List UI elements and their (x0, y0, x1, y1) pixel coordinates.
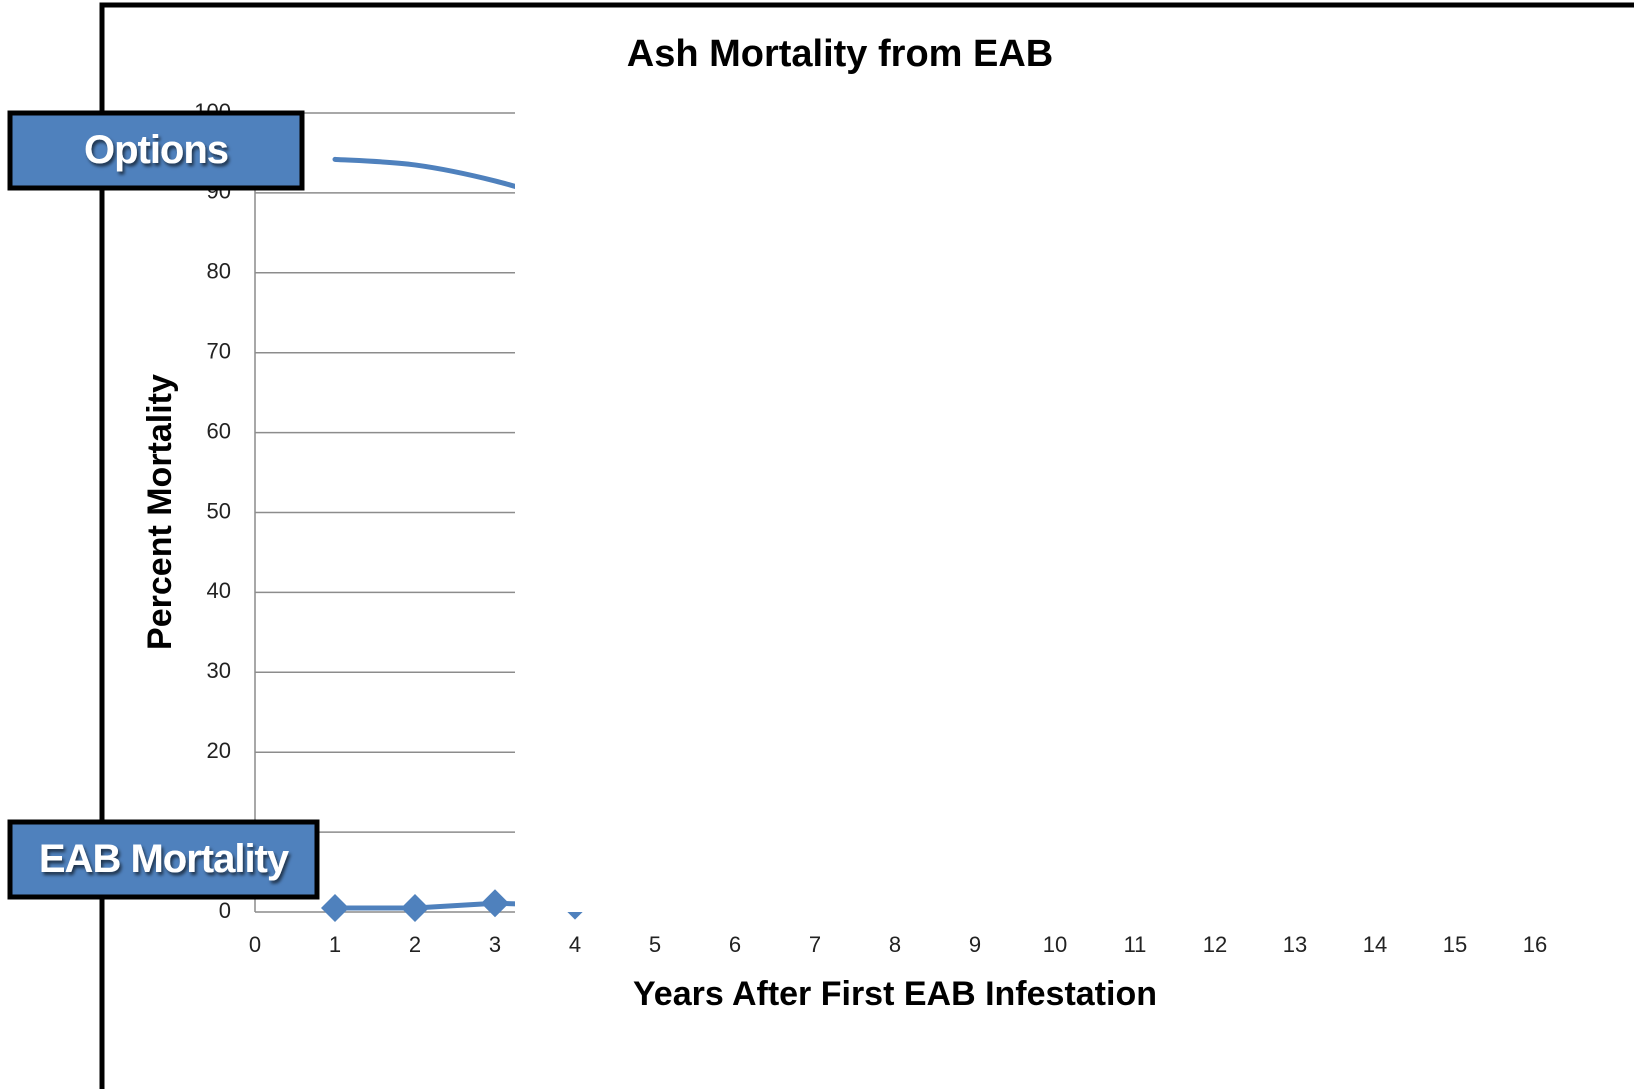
data-point (321, 894, 349, 923)
callout-box[interactable] (7, 110, 305, 191)
y-tick-label: 30 (207, 658, 231, 683)
y-tick-label: 80 (207, 259, 231, 284)
x-tick-label: 10 (1043, 932, 1067, 957)
callout-label[interactable]: Options (84, 128, 229, 172)
x-tick-label: 9 (969, 932, 981, 957)
x-tick-label: 8 (889, 932, 901, 957)
x-tick-label: 11 (1124, 932, 1147, 957)
x-axis-label: Years After First EAB Infestation (633, 975, 1157, 1013)
y-tick-label: 40 (207, 578, 231, 603)
x-tick-label: 4 (569, 932, 581, 957)
x-tick-label: 7 (809, 932, 821, 957)
y-tick-label: 60 (207, 418, 231, 443)
x-tick-label: 2 (409, 932, 421, 957)
x-tick-label: 16 (1523, 932, 1547, 957)
x-tick-label: 0 (249, 932, 261, 957)
y-tick-label: 20 (207, 738, 231, 763)
x-tick-label: 14 (1363, 932, 1387, 957)
x-tick-label: 13 (1283, 932, 1307, 957)
chart-title: Ash Mortality from EAB (627, 33, 1053, 75)
data-point (401, 894, 429, 923)
series-callout[interactable]: EAB Mortality (7, 819, 320, 900)
x-tick-label: 1 (329, 932, 341, 957)
callout-label[interactable]: EAB Mortality (39, 837, 291, 881)
frame (99, 2, 1634, 1089)
y-tick-label: 0 (219, 898, 231, 923)
series-callout[interactable]: Options (7, 110, 305, 191)
y-tick-label: 70 (207, 339, 231, 364)
y-axis-label: Percent Mortality (141, 374, 179, 650)
x-tick-label: 3 (489, 932, 501, 957)
x-tick-label: 6 (729, 932, 741, 957)
callout-box[interactable] (7, 819, 320, 900)
x-tick-label: 12 (1203, 932, 1227, 957)
x-tick-label: 15 (1443, 932, 1467, 957)
y-tick-label: 50 (207, 498, 231, 523)
x-tick-label: 5 (649, 932, 661, 957)
data-point (481, 889, 509, 918)
